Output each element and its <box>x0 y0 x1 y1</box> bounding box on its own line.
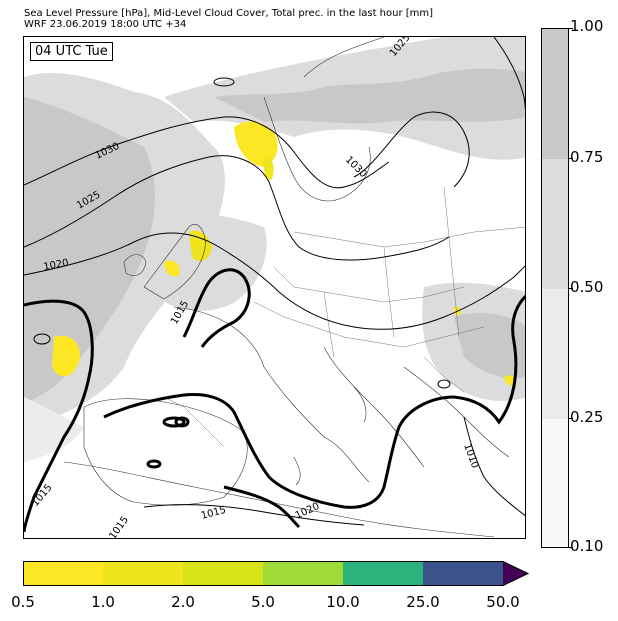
coastline <box>303 37 385 78</box>
border <box>293 226 525 248</box>
precip-tick-label: 50.0 <box>486 593 520 611</box>
isobar-1030-east <box>353 111 470 188</box>
coastline <box>263 96 371 202</box>
precip-colorbar <box>23 561 529 586</box>
map-canvas: 1030 1025 1020 1015 1015 1015 1015 1020 … <box>24 37 525 539</box>
isobar-1020 <box>24 232 525 330</box>
cloud-tick-label: 1.00 <box>570 17 604 35</box>
border <box>253 301 485 348</box>
coastline <box>353 386 367 423</box>
cloud-tick-label: 0.25 <box>570 408 604 426</box>
precip-tick-label: 25.0 <box>406 593 440 611</box>
precip-tick-label: 5.0 <box>251 593 275 611</box>
isobar-closed-small <box>162 416 186 428</box>
isobar-1025-east <box>493 37 525 110</box>
isobar-closed-small <box>437 379 451 389</box>
map-panel: 1030 1025 1020 1015 1015 1015 1015 1020 … <box>23 36 526 539</box>
border <box>383 246 395 338</box>
cloud-area <box>144 212 267 311</box>
cloud-area <box>214 68 525 124</box>
coastline <box>143 224 206 300</box>
isobar-closed-small <box>174 416 190 428</box>
colorbar-segment <box>542 159 568 289</box>
border <box>323 291 335 358</box>
precip-tick-label: 1.0 <box>91 593 115 611</box>
isobar-1025 <box>24 155 450 261</box>
map-subtitle: WRF 23.06.2019 18:00 UTC +34 <box>24 19 187 30</box>
isobar-1015-thick-west <box>24 299 94 533</box>
cloud-cover-colorbar <box>541 28 569 548</box>
colorbar-segment <box>542 29 568 159</box>
coastline <box>403 366 510 458</box>
precip-tick-label: 2.0 <box>171 593 195 611</box>
cloud-area <box>454 312 525 379</box>
isobar-1015-thick-biscay <box>182 268 251 348</box>
precip-patch <box>263 156 274 180</box>
colorbar-segment <box>542 289 568 419</box>
coastline <box>323 346 425 468</box>
colorbar-segment <box>23 561 103 586</box>
colorbar-outline <box>23 561 529 586</box>
isobar-labels: 1030 1025 1020 1015 1015 1015 1015 1020 … <box>30 37 480 539</box>
isobar-label: 1015 <box>200 505 227 522</box>
precip-patch <box>164 260 180 277</box>
isobar-1030 <box>24 116 390 189</box>
colorbar-extension <box>503 561 528 586</box>
cloud-tick-label: 0.75 <box>570 148 604 166</box>
map-title: Sea Level Pressure [hPa], Mid-Level Clou… <box>24 8 434 19</box>
isobar-closed-small <box>33 333 51 345</box>
cloud-area <box>24 97 155 403</box>
coastline <box>123 254 147 276</box>
isobar-1015-thick-south <box>223 485 301 529</box>
colorbar-segment <box>423 561 503 586</box>
colorbar-segment <box>343 561 423 586</box>
isobar-closed-small <box>146 459 162 469</box>
border <box>423 356 465 393</box>
tick-mark <box>569 418 573 419</box>
colorbar-segment <box>263 561 343 586</box>
coastline <box>293 456 301 486</box>
tick-mark <box>569 158 573 159</box>
precip-tick-label: 0.5 <box>11 593 35 611</box>
isobar-1015-thin-south <box>143 504 365 526</box>
tick-mark <box>569 547 573 548</box>
border <box>163 396 225 448</box>
cloud-tick-label: 0.10 <box>570 537 604 555</box>
tick-mark <box>569 28 573 29</box>
precip-layer <box>52 121 517 386</box>
precip-patch <box>189 230 212 262</box>
precip-patch <box>234 121 278 167</box>
isobar-1015-thick-spain <box>103 294 525 509</box>
cloud-tick-label: 0.50 <box>570 278 604 296</box>
coastline <box>63 461 495 538</box>
forecast-time-label: 04 UTC Tue <box>30 42 113 61</box>
isobar-label: 1015 <box>107 515 131 539</box>
colorbar-segment <box>183 561 263 586</box>
isobar-closed-small <box>213 77 235 87</box>
border <box>273 266 465 303</box>
precip-tick-label: 10.0 <box>326 593 360 611</box>
tick-mark <box>569 288 573 289</box>
isobar-1010 <box>463 416 525 517</box>
isobar-label: 1020 <box>43 258 70 273</box>
isobar-label: 1010 <box>461 442 480 470</box>
cloud-area <box>24 397 84 462</box>
colorbar-segment <box>542 419 568 547</box>
isobars <box>24 37 525 533</box>
colorbar-segment <box>103 561 183 586</box>
precip-patch <box>52 335 81 377</box>
